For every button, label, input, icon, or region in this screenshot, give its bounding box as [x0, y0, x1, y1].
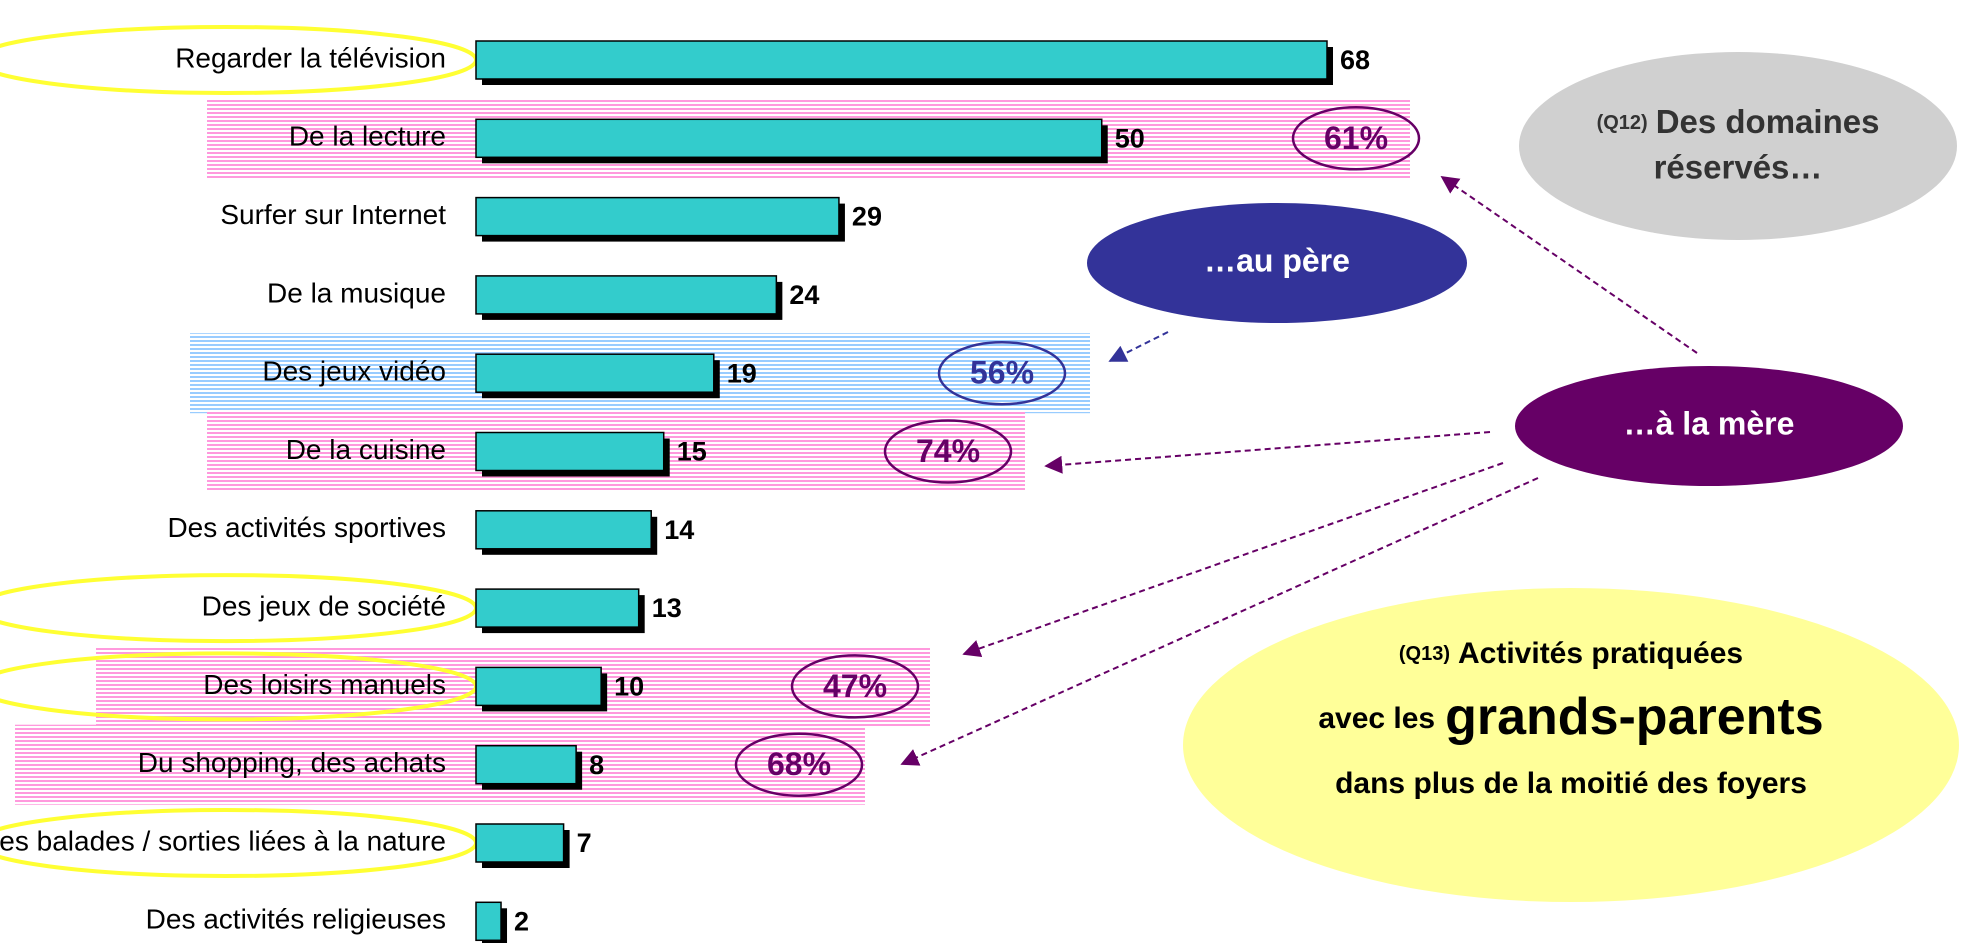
bar	[475, 40, 1328, 80]
category-label: Des loisirs manuels	[203, 669, 446, 700]
arrow	[1440, 175, 1698, 354]
q13-line3: dans plus de la moitié des foyers	[1335, 767, 1807, 800]
q13-line2a: avec les	[1318, 702, 1435, 735]
bar	[475, 353, 715, 393]
father-bubble	[1087, 203, 1467, 323]
value-label: 7	[577, 828, 592, 858]
bar	[475, 196, 840, 237]
arrow	[1044, 431, 1491, 474]
bar	[475, 275, 778, 315]
category-label: Des activités religieuses	[146, 904, 446, 935]
share-circle	[734, 732, 864, 797]
q12-line2: réservés…	[1654, 149, 1823, 186]
q13-text2: avec les grands-parents	[1318, 688, 1823, 746]
mother-bubble	[1515, 366, 1903, 486]
arrow	[962, 462, 1504, 658]
category-label: Des jeux vidéo	[262, 356, 446, 387]
q12-line1: Des domaines	[1656, 103, 1880, 140]
bar	[475, 901, 502, 942]
bar	[475, 666, 602, 707]
q13-bubble	[1183, 588, 1959, 902]
category-label: Des activités sportives	[167, 512, 446, 543]
value-label: 8	[589, 750, 604, 780]
value-label: 50	[1115, 123, 1145, 153]
value-label: 14	[664, 515, 694, 545]
value-label: 2	[514, 906, 529, 936]
arrow	[900, 477, 1539, 766]
share-circle	[937, 340, 1067, 406]
category-label: Surfer sur Internet	[220, 199, 446, 230]
share-label: 47%	[823, 668, 887, 704]
bar	[475, 588, 640, 628]
bar	[475, 823, 565, 863]
category-label: De la lecture	[289, 121, 446, 152]
share-label: 56%	[970, 355, 1034, 391]
category-label: Des jeux de société	[202, 590, 446, 621]
share-circle	[883, 419, 1013, 484]
value-label: 13	[652, 593, 682, 623]
q13-text: (Q13) Activités pratiquées	[1399, 637, 1743, 670]
q13-line2b: grands-parents	[1445, 688, 1824, 746]
q13-code: (Q13)	[1399, 643, 1450, 665]
q12-bubble	[1519, 52, 1957, 240]
share-label: 61%	[1324, 120, 1388, 156]
category-label: Regarder la télévision	[175, 42, 446, 73]
value-label: 24	[789, 280, 819, 310]
share-label: 74%	[916, 433, 980, 469]
value-label: 29	[852, 202, 882, 232]
arrow	[1108, 331, 1169, 362]
share-label: 68%	[767, 746, 831, 782]
q12-code: (Q12)	[1597, 112, 1648, 134]
category-label: Du shopping, des achats	[138, 747, 446, 778]
father-text: …au père	[1204, 242, 1350, 278]
category-label: De la cuisine	[286, 434, 446, 465]
value-label: 19	[727, 358, 757, 388]
mother-text: …à la mère	[1624, 405, 1795, 441]
bar	[475, 431, 665, 472]
bar	[475, 510, 652, 550]
q12-text: (Q12) Des domaines	[1597, 103, 1880, 140]
share-circle	[790, 654, 920, 719]
bars: Regarder la télévision 68 De la lecture 50 6…	[0, 40, 1421, 943]
bar	[475, 118, 1103, 159]
arrows	[900, 175, 1698, 766]
category-label: De la musique	[267, 277, 446, 308]
q13-line1: Activités pratiquées	[1458, 637, 1743, 670]
value-label: 10	[614, 672, 644, 702]
value-label: 68	[1340, 45, 1370, 75]
bar	[475, 744, 577, 785]
highlight-band	[15, 724, 865, 805]
value-label: 15	[677, 437, 707, 467]
category-label: Des balades / sorties liées à la nature	[0, 825, 446, 856]
share-circle	[1291, 106, 1421, 171]
